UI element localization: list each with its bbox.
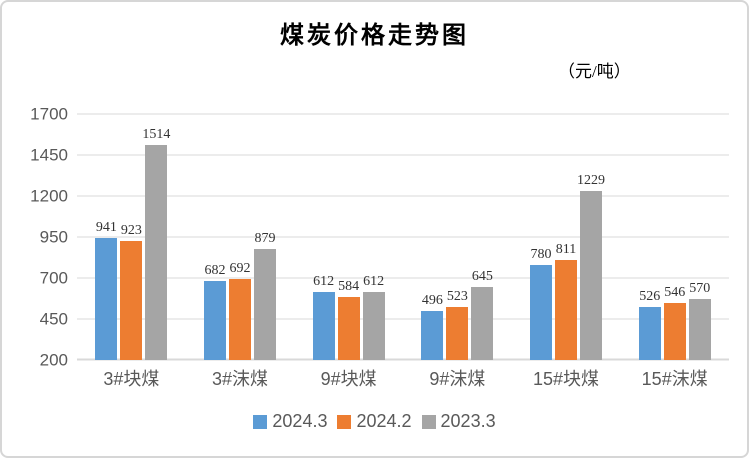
y-tick-label-1450: 1450 <box>30 145 68 165</box>
bar-value-label: 584 <box>338 279 360 295</box>
bar-2024.2-9#沫煤: 523 <box>446 290 469 360</box>
y-tick-label-700: 700 <box>39 268 68 288</box>
gridline-700 <box>77 277 729 279</box>
bar-2023.3-3#块煤: 1514 <box>142 127 170 360</box>
bar-value-label: 523 <box>446 289 468 305</box>
bar-value-label: 496 <box>421 293 443 309</box>
bar-value-label: 811 <box>555 241 577 257</box>
bar-2023.3-9#块煤: 612 <box>362 275 385 360</box>
bar-value-label: 1514 <box>142 126 171 142</box>
bar-2024.3-9#块煤: 612 <box>312 275 335 360</box>
y-tick-label-450: 450 <box>39 309 68 329</box>
legend-label: 2024.3 <box>272 411 328 431</box>
bar-value-label: 780 <box>530 246 552 262</box>
bar-value-label: 645 <box>471 269 493 285</box>
chart-title: 煤炭价格走势图 <box>280 23 469 49</box>
bar-2023.3-9#沫煤: 645 <box>471 270 494 360</box>
bar-2023.3-15#块煤: 1229 <box>577 174 605 360</box>
gridline-450 <box>77 318 729 320</box>
bar-2024.3-15#块煤: 780 <box>530 247 553 360</box>
gridline-1700 <box>77 113 729 115</box>
bar-2024.2-3#块煤: 923 <box>120 224 143 360</box>
bar-2024.2-3#沫煤: 692 <box>229 262 251 360</box>
gridline-1450 <box>77 154 729 156</box>
bar-value-label: 612 <box>313 274 335 290</box>
legend-item-2023.3: 2023.3 <box>421 411 496 432</box>
gridline-1200 <box>77 195 729 197</box>
bar-2024.2-15#块煤: 811 <box>555 242 578 360</box>
y-tick-label-1200: 1200 <box>30 186 68 206</box>
x-axis-label-15#块煤: 15#块煤 <box>533 369 600 389</box>
bar-group-15#沫煤: 526 546 570 <box>620 114 729 360</box>
gridline-200 <box>77 358 729 361</box>
unit-label: （元/吨） <box>558 62 631 81</box>
legend-swatch-icon <box>421 414 436 429</box>
bar-2024.2-9#块煤: 584 <box>337 280 360 360</box>
bar-value-label: 1229 <box>577 173 606 189</box>
y-tick-label-950: 950 <box>39 227 68 247</box>
bar-2024.3-3#块煤: 941 <box>95 221 118 360</box>
bar-2024.3-9#沫煤: 496 <box>421 294 444 360</box>
gridline-950 <box>77 236 729 238</box>
bar-group-3#沫煤: 682 692 879 <box>186 114 295 360</box>
bar-group-15#块煤: 780 811 1229 <box>512 114 621 360</box>
x-axis-label-9#块煤: 9#块煤 <box>320 369 377 389</box>
bar-2024.3-3#沫煤: 682 <box>204 263 226 360</box>
x-axis-label-9#沫煤: 9#沫煤 <box>429 369 486 389</box>
bar-value-label: 546 <box>664 285 686 301</box>
legend-item-2024.3: 2024.3 <box>253 411 327 432</box>
legend-swatch-icon <box>253 414 268 429</box>
bar-value-label: 612 <box>363 274 385 290</box>
bar-2024.2-15#沫煤: 546 <box>663 286 686 360</box>
bar-group-9#块煤: 612 584 612 <box>294 114 403 360</box>
y-tick-label-1700: 1700 <box>30 104 68 124</box>
legend-label: 2024.2 <box>356 411 412 431</box>
x-axis-label-15#沫煤: 15#沫煤 <box>641 369 708 389</box>
bar-value-label: 682 <box>204 262 226 278</box>
bar-value-label: 692 <box>229 261 251 277</box>
legend: 2024.3 2024.2 2023.3 <box>2 411 747 432</box>
bar-2024.3-15#沫煤: 526 <box>638 289 661 360</box>
x-axis-label-3#沫煤: 3#沫煤 <box>211 369 269 389</box>
bar-value-label: 570 <box>689 281 711 297</box>
plot-area: 941 923 1514 682 692 879 612 584 612 496 523 645 780… <box>77 113 729 361</box>
bar-group-9#沫煤: 496 523 645 <box>403 114 512 360</box>
bar-2023.3-15#沫煤: 570 <box>688 282 711 360</box>
bar-value-label: 526 <box>639 288 661 304</box>
bar-2023.3-3#沫煤: 879 <box>254 231 276 360</box>
x-axis-labels: 3#块煤 3#沫煤 9#块煤 9#沫煤 15#块煤 15#沫煤 <box>77 365 729 391</box>
y-axis-labels: 200 450 700 950 1200 1450 1700 <box>2 106 68 369</box>
y-tick-label-200: 200 <box>39 350 68 370</box>
legend-label: 2023.3 <box>440 411 496 431</box>
bar-value-label: 879 <box>254 230 276 246</box>
bar-value-label: 941 <box>95 220 117 236</box>
legend-swatch-icon <box>337 414 352 429</box>
bar-value-label: 923 <box>120 223 142 239</box>
bar-group-3#块煤: 941 923 1514 <box>77 114 186 360</box>
legend-item-2024.2: 2024.2 <box>337 411 412 432</box>
bar-groups: 941 923 1514 682 692 879 612 584 612 496 523 645 780… <box>77 114 729 360</box>
x-axis-label-3#块煤: 3#块煤 <box>103 369 160 389</box>
